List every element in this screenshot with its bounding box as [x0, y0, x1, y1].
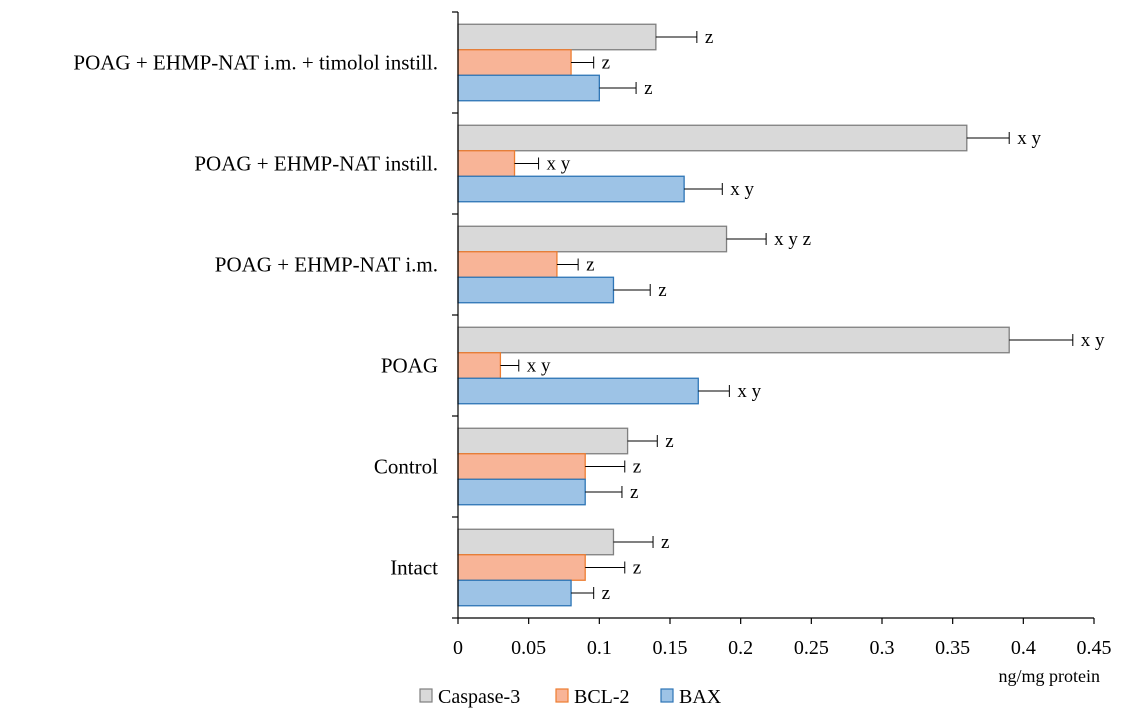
significance-label: z [586, 255, 594, 276]
x-tick-label: 0.45 [1077, 637, 1112, 659]
category-label: Intact [390, 556, 438, 580]
bar-bax [457, 478, 586, 506]
significance-label: z [665, 431, 673, 452]
legend: Caspase-3 BCL-2 BAX [419, 686, 722, 708]
significance-label: x y [1017, 128, 1041, 149]
legend-swatch [555, 688, 569, 703]
bar-caspase-3 [457, 124, 968, 152]
significance-label: z [633, 558, 641, 579]
x-tick-label: 0.2 [728, 637, 753, 659]
significance-label: z [602, 53, 610, 74]
bar-bax [457, 579, 572, 607]
x-tick-label: 0.3 [870, 637, 895, 659]
bar-bax [457, 377, 699, 405]
significance-label: z [602, 583, 610, 604]
x-tick-label: 0.4 [1011, 637, 1036, 659]
bar-bcl-2 [457, 554, 586, 581]
bar-bax [457, 175, 685, 203]
bar-caspase-3 [457, 528, 615, 556]
category-label: Control [374, 455, 438, 479]
bar-bcl-2 [457, 352, 502, 379]
x-tick-label: 0 [453, 637, 463, 659]
bar-bcl-2 [457, 150, 516, 177]
significance-label: z [633, 457, 641, 478]
bar-caspase-3 [457, 225, 728, 253]
x-tick-label: 0.35 [935, 637, 970, 659]
significance-label: x y z [774, 229, 811, 250]
significance-label: z [630, 482, 638, 503]
legend-swatch [660, 688, 674, 703]
category-label: POAG + EHMP-NAT instill. [194, 152, 438, 176]
axes-layer [452, 11, 1095, 624]
category-labels-layer: Intact Control POAG POAG + EHMP-NAT i.m. POA… [73, 51, 438, 580]
legend-swatch [419, 688, 433, 703]
significance-label: x y [1081, 330, 1105, 351]
x-tick-label: 0.05 [511, 637, 546, 659]
error-bars-layer [500, 31, 1074, 599]
x-tick-label: 0.25 [794, 637, 829, 659]
bar-bax [457, 276, 615, 304]
significance-label: z [644, 78, 652, 99]
significance-label: z [658, 280, 666, 301]
x-tick-labels-layer: 0 0.05 0.1 0.15 0.2 0.25 0.3 0.35 0.4 0.45 [453, 637, 1112, 659]
legend-label: BAX [679, 686, 722, 708]
bar-bcl-2 [457, 251, 558, 278]
x-tick-label: 0.15 [653, 637, 688, 659]
significance-label: x y [547, 154, 571, 175]
bars-layer [457, 23, 1010, 607]
bar-bax [457, 74, 600, 102]
significance-label: z [705, 27, 713, 48]
significance-label: x y [527, 356, 551, 377]
x-axis-title: ng/mg protein [999, 666, 1101, 686]
legend-label: Caspase-3 [438, 686, 520, 708]
significance-label: x y [730, 179, 754, 200]
category-label: POAG + EHMP-NAT i.m. + timolol instill. [73, 51, 438, 75]
bar-caspase-3 [457, 427, 629, 455]
legend-label: BCL-2 [574, 686, 630, 708]
bar-bcl-2 [457, 453, 586, 480]
significance-label: z [661, 532, 669, 553]
bar-caspase-3 [457, 23, 657, 51]
category-label: POAG [381, 354, 438, 378]
significance-label: x y [737, 381, 761, 402]
bar-caspase-3 [457, 326, 1010, 354]
x-tick-label: 0.1 [587, 637, 612, 659]
category-label: POAG + EHMP-NAT i.m. [215, 253, 438, 277]
bar-bcl-2 [457, 49, 572, 76]
